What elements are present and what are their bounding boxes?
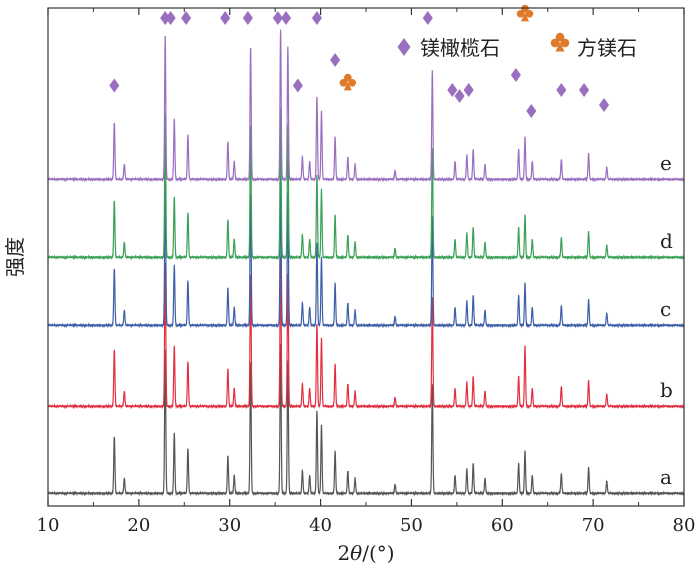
legend-club-glyph xyxy=(550,32,570,52)
x-tick-label: 20 xyxy=(127,515,150,536)
forsterite-peak-marker xyxy=(292,78,303,93)
legend-label-forsterite: 镁橄榄石 xyxy=(420,36,500,60)
legend-club-marker xyxy=(550,32,570,52)
curve-label-c: c xyxy=(660,297,671,321)
forsterite-peak-marker xyxy=(109,78,120,93)
forsterite-peak-marker xyxy=(526,104,537,118)
x-axis-ticks: 10 20 30 40 50 60 70 80 xyxy=(37,8,696,536)
curve-labels: a b c d e xyxy=(660,151,673,489)
legend-label-periclase: 方镁石 xyxy=(577,36,637,60)
x-tick-label: 40 xyxy=(309,515,332,536)
x-tick-label: 30 xyxy=(218,515,241,536)
x-tick-label: 50 xyxy=(400,515,423,536)
x-axis-label-theta: θ xyxy=(350,541,362,565)
forsterite-peak-marker xyxy=(463,83,474,97)
series-e-line xyxy=(47,29,685,183)
curve-label-d: d xyxy=(660,229,673,253)
x-axis-label-post: /(°) xyxy=(362,541,394,565)
series-d-line xyxy=(47,107,685,261)
x-tick-label: 60 xyxy=(491,515,514,536)
periclase-peak-marker xyxy=(516,4,534,22)
series-a-line xyxy=(47,343,685,497)
forsterite-peak-marker xyxy=(510,68,521,82)
forsterite-peak-marker xyxy=(281,11,292,25)
forsterite-peak-marker xyxy=(220,11,231,25)
forsterite-peak-marker xyxy=(160,11,171,25)
forsterite-peak-marker xyxy=(579,83,590,97)
curve-label-e: e xyxy=(660,151,672,175)
forsterite-peak-marker xyxy=(454,89,465,103)
forsterite-peak-marker xyxy=(422,11,433,25)
forsterite-peak-marker xyxy=(242,11,253,25)
series-b-line xyxy=(47,256,685,410)
curve-label-a: a xyxy=(660,465,672,489)
legend: 镁橄榄石 方镁石 xyxy=(397,32,637,60)
x-tick-label: 70 xyxy=(582,515,605,536)
x-tick-label: 80 xyxy=(673,515,696,536)
x-tick-label: 10 xyxy=(37,515,60,536)
forsterite-peak-marker xyxy=(447,83,458,97)
series-layer xyxy=(47,29,685,497)
periclase-peak-marker xyxy=(339,73,357,91)
x-axis-label-pre: 2 xyxy=(337,541,350,565)
forsterite-peak-marker xyxy=(165,11,176,25)
series-c-line xyxy=(47,175,685,329)
forsterite-peak-marker xyxy=(330,53,341,67)
forsterite-peak-marker xyxy=(599,98,610,112)
legend-diamond-marker xyxy=(397,38,411,56)
forsterite-peak-marker xyxy=(556,83,567,97)
y-axis-label: 强度 xyxy=(3,237,27,277)
forsterite-peak-marker xyxy=(181,11,192,25)
forsterite-peak-marker xyxy=(311,11,322,25)
x-axis-label: 2θ/(°) xyxy=(337,541,394,565)
forsterite-peak-marker xyxy=(272,11,283,25)
curve-label-b: b xyxy=(660,378,673,402)
annotation-markers xyxy=(109,4,610,118)
